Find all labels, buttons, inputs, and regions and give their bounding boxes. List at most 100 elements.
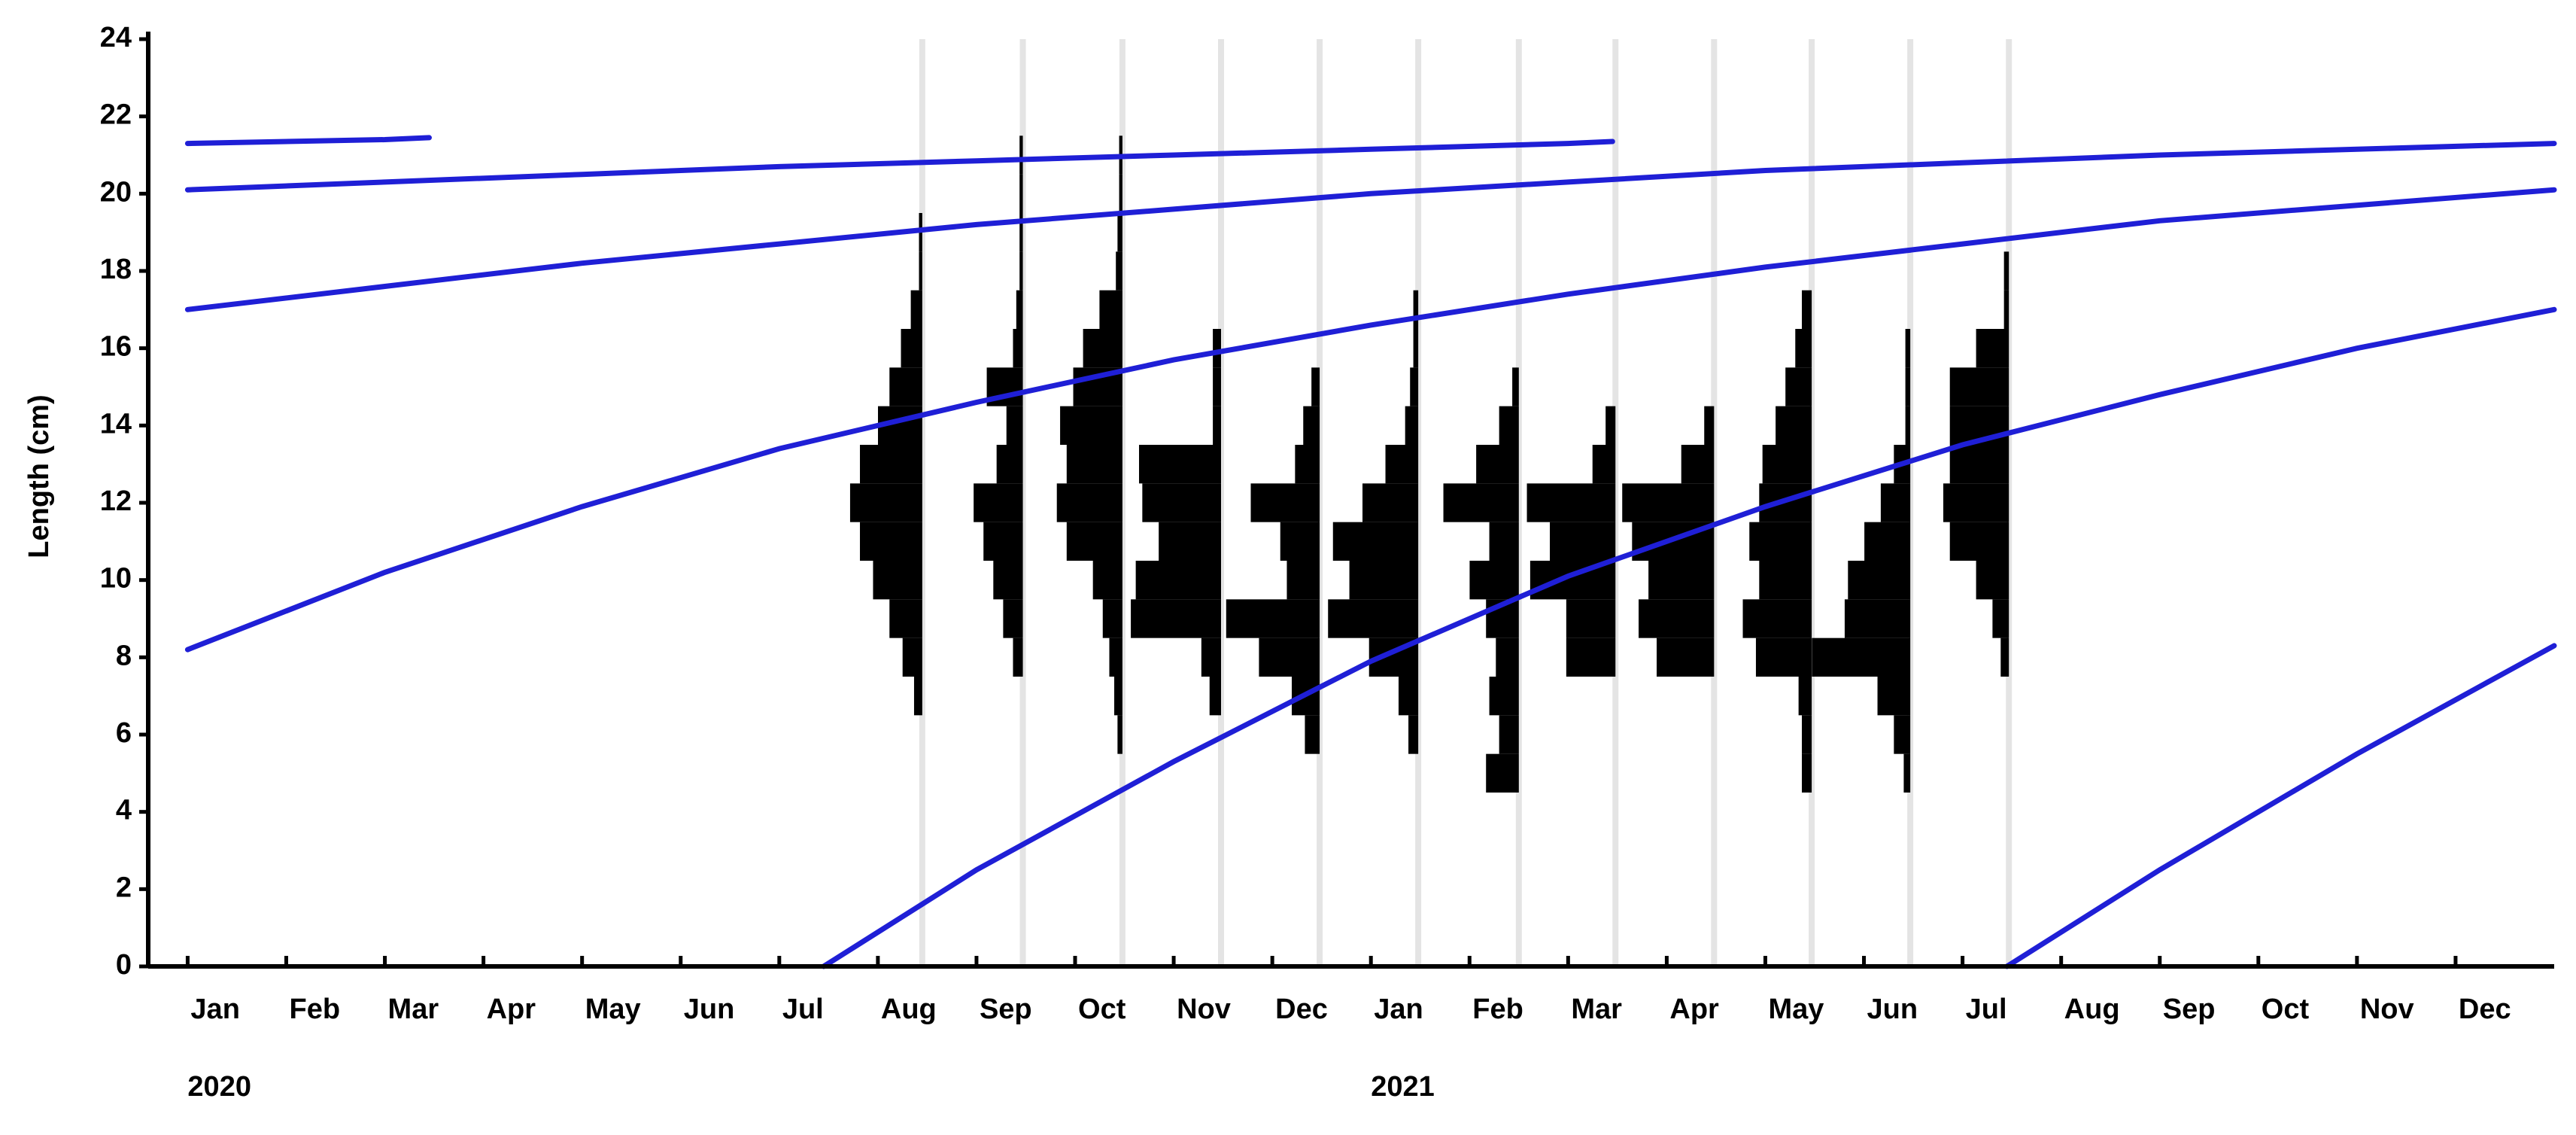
histogram-bar	[1749, 522, 1812, 561]
histogram-bar	[1398, 677, 1419, 716]
histogram-bar	[902, 637, 922, 677]
histogram-bar	[849, 483, 922, 522]
x-tick-label: Dec	[2459, 994, 2511, 1025]
histogram-bar	[1019, 174, 1023, 213]
x-tick-label: May	[1768, 994, 1824, 1025]
x-tick-label: Aug	[2064, 994, 2120, 1025]
histogram-bar	[1056, 483, 1122, 522]
histogram-bar	[1405, 406, 1419, 445]
histogram-bar	[1142, 483, 1221, 522]
histogram-bar	[1469, 561, 1519, 600]
histogram-bar	[1305, 715, 1320, 754]
histogram-bar	[1119, 174, 1122, 213]
histogram-bar	[1976, 329, 2009, 368]
histogram-bar	[860, 522, 922, 561]
x-tick-label: Oct	[1078, 994, 1126, 1025]
x-tick-label: Apr	[487, 994, 536, 1025]
histogram-bar	[1798, 677, 1812, 716]
histogram-bar	[901, 329, 922, 368]
histogram-bar	[1131, 599, 1221, 638]
histogram-bar	[1801, 753, 1812, 793]
histogram-bar	[1801, 715, 1812, 754]
y-tick-label: 10	[100, 563, 132, 595]
histogram-bar	[1201, 637, 1221, 677]
growth-curve	[184, 138, 1615, 193]
histogram-bar	[1013, 329, 1023, 368]
histogram-bar	[1092, 561, 1122, 600]
x-tick-label: Aug	[881, 994, 937, 1025]
histogram-bar	[1410, 367, 1419, 406]
year-label: 2021	[1371, 1071, 1435, 1103]
histogram-bar	[996, 445, 1023, 484]
histogram-bar	[993, 561, 1023, 600]
histogram-bar	[1905, 329, 1911, 368]
histogram-bar	[1114, 677, 1122, 716]
histogram-bar	[1385, 445, 1419, 484]
x-tick-label: May	[585, 994, 641, 1025]
histogram-bar	[1006, 406, 1023, 445]
histogram-bar	[1605, 406, 1616, 445]
histogram-bar	[1489, 522, 1519, 561]
histogram-bar	[1117, 715, 1122, 754]
x-tick-label: Jan	[190, 994, 239, 1025]
histogram-bar	[1213, 406, 1221, 445]
histogram-bar	[1408, 715, 1419, 754]
histogram-bar	[1159, 522, 1221, 561]
histogram-bar	[2000, 637, 2009, 677]
histogram-bar	[1280, 522, 1320, 561]
histogram-bar	[1413, 290, 1419, 329]
histogram-bar	[1286, 561, 1320, 600]
histogram-bar	[1905, 367, 1911, 406]
x-tick-label: Feb	[1472, 994, 1523, 1025]
histogram-bar	[983, 522, 1023, 561]
histogram-bar	[1496, 637, 1519, 677]
histogram-bar	[1526, 483, 1616, 522]
histogram-bar	[1083, 329, 1122, 368]
growth-curve	[184, 187, 2557, 653]
histogram-bar	[1639, 599, 1715, 638]
y-tick-label: 4	[116, 795, 132, 826]
histogram-bar	[1903, 753, 1911, 793]
histogram-bar	[1877, 677, 1911, 716]
histogram-bar	[1213, 329, 1221, 368]
histogram-bar	[1801, 290, 1812, 329]
y-tick-label: 2	[116, 872, 132, 903]
x-tick-label: Feb	[289, 994, 340, 1025]
histogram-bar	[1776, 406, 1812, 445]
histogram-bar	[1060, 406, 1122, 445]
y-tick-label: 20	[100, 176, 132, 208]
histogram-bar	[1762, 445, 1812, 484]
histogram-bar	[1259, 637, 1320, 677]
growth-curve	[184, 141, 2557, 312]
x-tick-label: Jan	[1374, 994, 1423, 1025]
y-tick-label: 0	[116, 949, 132, 981]
histogram-bar	[1759, 561, 1812, 600]
histogram-bar	[1742, 599, 1812, 638]
histogram-bar	[1848, 561, 1911, 600]
histogram-bar	[1019, 251, 1023, 291]
histogram-bar	[1013, 637, 1023, 677]
histogram-bar	[1328, 599, 1419, 638]
x-tick-label: Sep	[2163, 994, 2216, 1025]
histogram-bar	[1443, 483, 1519, 522]
histogram-bar	[1566, 599, 1616, 638]
x-tick-label: Mar	[1571, 994, 1622, 1025]
growth-curve	[2004, 643, 2557, 969]
histogram-bar	[1795, 329, 1812, 368]
histogram-bar	[2003, 251, 2009, 291]
histogram-bar	[1512, 367, 1519, 406]
x-tick-label: Dec	[1275, 994, 1328, 1025]
growth-curve	[184, 135, 432, 147]
histogram-bar	[2003, 290, 2009, 329]
histogram-bar	[1209, 677, 1221, 716]
year-label: 2020	[187, 1071, 251, 1103]
histogram-bar	[1499, 715, 1519, 754]
histogram-bar	[1116, 251, 1122, 291]
x-tick-label: Jun	[1867, 994, 1918, 1025]
histogram-bar	[1894, 715, 1911, 754]
x-tick-label: Jul	[1966, 994, 2007, 1025]
histogram-bar	[1066, 445, 1122, 484]
histogram-bar	[1489, 677, 1519, 716]
histogram-bar	[1109, 637, 1122, 677]
histogram-bar	[1117, 213, 1122, 252]
